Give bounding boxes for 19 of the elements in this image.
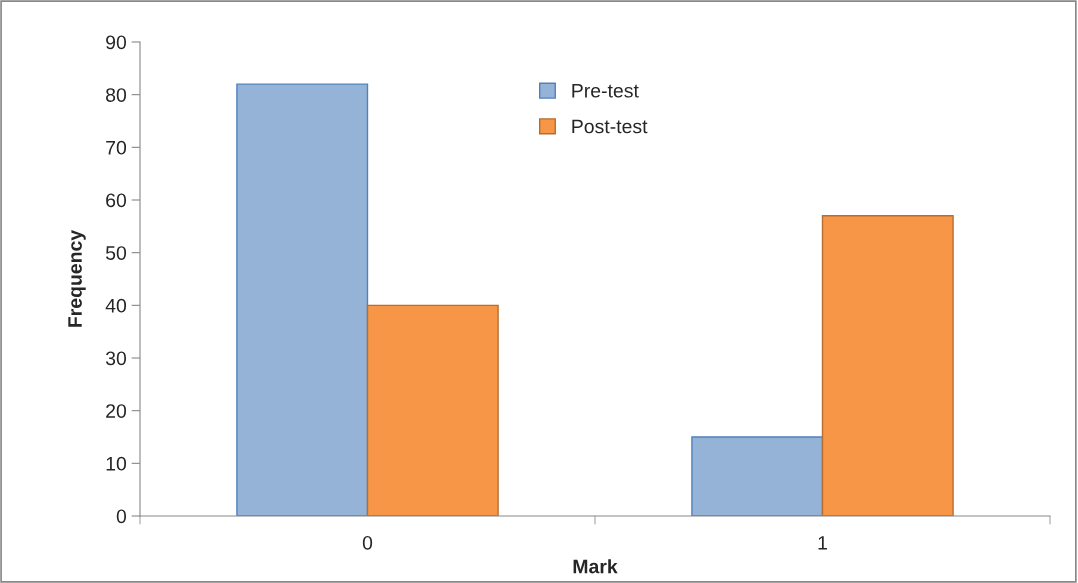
y-tick-label: 80 [106, 88, 127, 102]
y-tick-label: 40 [105, 298, 127, 313]
y-tick-label: 0 [116, 509, 127, 524]
y-tick-label: 60 [106, 193, 127, 208]
bar [236, 83, 369, 516]
y-tick-label: 50 [105, 246, 127, 260]
y-tick-label: 10 [106, 456, 127, 471]
legend-label: Pre-test [572, 84, 639, 98]
bar [821, 215, 954, 516]
legend-label: Post-test [572, 119, 648, 134]
y-tick-label: 70 [106, 140, 127, 155]
y-tick-label: 30 [105, 351, 127, 366]
bar [691, 436, 824, 516]
y-tick-label: 90 [106, 35, 127, 50]
y-axis-title: Frequency [68, 229, 86, 327]
y-tick-label: 20 [106, 404, 127, 418]
x-axis-title: Mark [573, 559, 618, 574]
bar [366, 304, 499, 516]
x-tick-label: 1 [818, 536, 827, 550]
